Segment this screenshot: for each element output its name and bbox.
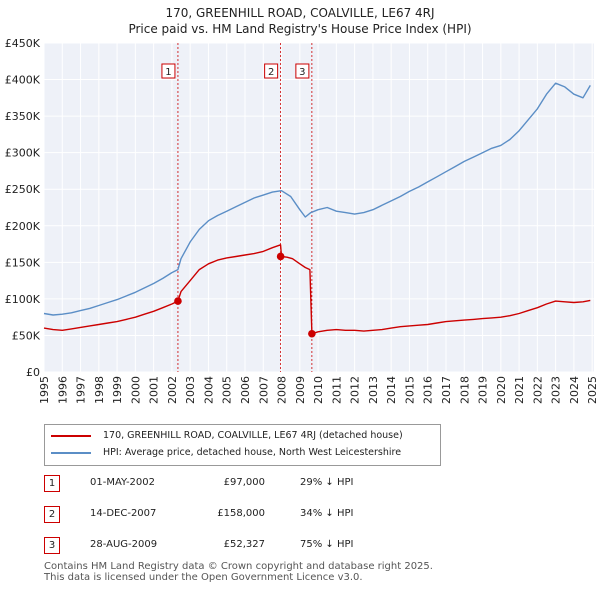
transaction-number: 3: [44, 537, 60, 554]
x-tick-label: 2011: [330, 376, 343, 404]
transaction-number: 2: [44, 506, 60, 523]
sale-label-frame: [295, 63, 310, 79]
y-tick-label: £400K: [5, 74, 41, 87]
x-tick-label: 2005: [221, 376, 234, 404]
sale-label-frame: [264, 63, 279, 79]
x-tick-label: 2020: [495, 376, 508, 404]
x-tick-label: 2025: [586, 376, 599, 404]
x-tick-label: 2015: [403, 376, 416, 404]
x-tick-label: 1996: [56, 376, 69, 404]
hpi-line: [43, 82, 591, 316]
footer-line-copyright: Contains HM Land Registry data © Crown c…: [44, 561, 433, 572]
x-tick-label: 2000: [129, 376, 142, 404]
x-tick-label: 2008: [276, 376, 289, 404]
x-tick-label: 1995: [38, 376, 51, 404]
x-tick-label: 1997: [75, 376, 88, 404]
x-tick-label: 2002: [166, 376, 179, 404]
x-tick-label: 2009: [294, 376, 307, 404]
transaction-date: 28-AUG-2009: [90, 539, 158, 550]
footer-attribution: Contains HM Land Registry data © Crown c…: [44, 561, 433, 583]
legend-label-property: 170, GREENHILL ROAD, COALVILLE, LE67 4RJ…: [103, 430, 403, 441]
sale-label-frame: [161, 63, 176, 79]
x-tick-label: 2003: [184, 376, 197, 404]
sale-label-number: 2: [268, 67, 274, 78]
transaction-hpi-diff: 29% ↓ HPI: [300, 477, 354, 488]
y-tick-label: £300K: [5, 147, 41, 160]
legend-item-hpi: HPI: Average price, detached house, Nort…: [51, 445, 401, 461]
y-tick-label: £450K: [5, 37, 41, 50]
x-tick-label: 2023: [550, 376, 563, 404]
transaction-number: 1: [44, 475, 60, 492]
legend: 170, GREENHILL ROAD, COALVILLE, LE67 4RJ…: [44, 424, 441, 466]
transaction-date: 14-DEC-2007: [90, 508, 157, 519]
chart-title: 170, GREENHILL ROAD, COALVILLE, LE67 4RJ: [165, 6, 435, 20]
sale-label-box: 3: [295, 63, 310, 79]
sale-label-number: 3: [299, 67, 305, 78]
sale-point: [174, 297, 182, 305]
x-tick-label: 2004: [202, 376, 215, 404]
x-tick-label: 1999: [111, 376, 124, 404]
x-tick-label: 2019: [477, 376, 490, 404]
x-tick-label: 2016: [422, 376, 435, 404]
plot-area: [44, 43, 594, 372]
sale-label-box: 2: [264, 63, 279, 79]
x-tick-label: 2024: [568, 376, 581, 404]
y-tick-label: £0: [26, 366, 40, 379]
x-tick-label: 2021: [513, 376, 526, 404]
transaction-price: £158,000: [217, 508, 265, 519]
sale-label-box: 1: [161, 63, 176, 79]
x-tick-label: 2006: [239, 376, 252, 404]
chart-subtitle: Price paid vs. HM Land Registry's House …: [128, 22, 472, 36]
footer-line-licence: This data is licensed under the Open Gov…: [44, 572, 363, 583]
x-tick-label: 2007: [257, 376, 270, 404]
legend-item-property: 170, GREENHILL ROAD, COALVILLE, LE67 4RJ…: [51, 428, 403, 444]
transaction-row: 3 28-AUG-2009 £52,327 75% ↓ HPI: [0, 536, 600, 556]
transaction-price: £97,000: [223, 477, 265, 488]
y-tick-label: £200K: [5, 220, 41, 233]
y-tick-label: £50K: [12, 329, 41, 342]
transaction-price: £52,327: [223, 539, 265, 550]
y-tick-label: £100K: [5, 293, 41, 306]
x-tick-label: 2001: [148, 376, 161, 404]
transaction-row: 1 01-MAY-2002 £97,000 29% ↓ HPI: [0, 474, 600, 494]
sale-point: [276, 252, 285, 261]
x-tick-label: 1998: [93, 376, 106, 404]
legend-swatch-hpi: [51, 451, 91, 454]
transaction-hpi-diff: 34% ↓ HPI: [300, 508, 354, 519]
y-tick-label: £150K: [5, 256, 41, 269]
x-tick-label: 2014: [385, 376, 398, 404]
x-tick-label: 2012: [349, 376, 362, 404]
x-tick-label: 2010: [312, 376, 325, 404]
y-tick-label: £350K: [5, 110, 41, 123]
transaction-hpi-diff: 75% ↓ HPI: [300, 539, 354, 550]
x-tick-label: 2022: [531, 376, 544, 404]
price-chart: £0 £50K £100K £150K £200K £250K £300K £350K £400…: [5, 37, 599, 404]
x-tick-label: 2018: [458, 376, 471, 404]
legend-swatch-property: [51, 434, 91, 437]
sale-label-number: 1: [165, 67, 171, 78]
x-tick-label: 2013: [367, 376, 380, 404]
x-tick-label: 2017: [440, 376, 453, 404]
transaction-row: 2 14-DEC-2007 £158,000 34% ↓ HPI: [0, 505, 600, 525]
sale-point: [308, 329, 316, 338]
transaction-date: 01-MAY-2002: [90, 477, 156, 488]
property-price-line: [43, 244, 591, 335]
y-tick-label: £250K: [5, 183, 41, 196]
legend-label-hpi: HPI: Average price, detached house, Nort…: [103, 447, 402, 458]
